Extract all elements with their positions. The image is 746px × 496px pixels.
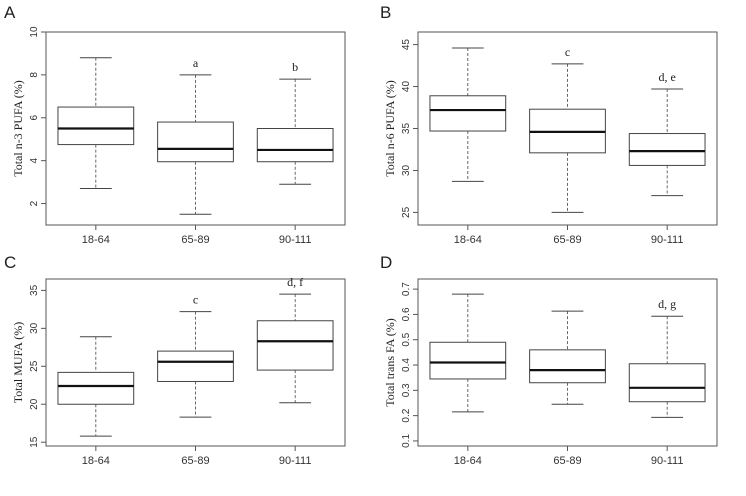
box-65-89: a <box>157 56 234 215</box>
box-65-89 <box>529 310 606 405</box>
y-tick-label: 0.2 <box>401 408 412 422</box>
y-tick-label: 40 <box>401 81 412 93</box>
significance-label: d, e <box>659 70 676 84</box>
y-tick-label: 10 <box>29 26 40 38</box>
x-category-label: 18-64 <box>82 234 110 246</box>
y-axis-label: Total n-6 PUFA (%) <box>383 80 397 177</box>
y-axis-label: Total n-3 PUFA (%) <box>11 80 25 177</box>
panel-d: D 0.1 0.2 0.3 0.4 0.5 0.6 0.7 Total trans FA (%)… <box>380 253 718 467</box>
iqr-box <box>57 371 135 405</box>
y-axis-label: Total MUFA (%) <box>11 322 25 404</box>
panel-letter: C <box>4 253 16 272</box>
panel-a: A 2 4 6 8 10 Total n-3 PUFA (%) 18-64 a 65-89 b 90-… <box>4 3 346 246</box>
y-tick-label: 20 <box>29 398 40 410</box>
x-category-label: 65-89 <box>553 234 581 246</box>
y-tick-label: 35 <box>29 284 40 296</box>
panel-b: B 25 30 35 40 45 Total n-6 PUFA (%) 18-64 c 65-89… <box>380 3 718 246</box>
y-tick-label: 45 <box>401 39 412 51</box>
y-tick-label: 15 <box>29 436 40 448</box>
significance-label: c <box>565 45 570 59</box>
y-axis-label: Total trans FA (%) <box>383 318 397 407</box>
x-category-label: 90-111 <box>651 234 684 246</box>
x-category-label: 65-89 <box>553 455 581 467</box>
y-tick-label: 8 <box>29 72 40 78</box>
iqr-box <box>157 350 234 382</box>
y-tick-label: 6 <box>29 115 40 121</box>
iqr-box <box>429 95 507 132</box>
significance-label: d, f <box>287 275 303 289</box>
iqr-box <box>256 320 334 371</box>
y-tick-label: 4 <box>29 157 40 163</box>
x-category-label: 90-111 <box>279 455 312 467</box>
iqr-box <box>628 133 706 166</box>
y-tick-label: 25 <box>29 360 40 372</box>
y-tick-label: 30 <box>29 322 40 334</box>
box-90-111: b <box>256 60 334 185</box>
significance-label: a <box>193 56 199 70</box>
panel-c: C 15 20 25 30 35 Total MUFA (%) 18-64 c 65-89 d, f… <box>4 253 346 467</box>
significance-label: b <box>292 60 298 74</box>
significance-label: d, g <box>658 297 676 311</box>
y-tick-label: 0.4 <box>401 358 412 372</box>
box-90-111: d, g <box>628 297 706 418</box>
y-tick-label: 25 <box>401 206 412 218</box>
x-category-label: 18-64 <box>82 455 110 467</box>
box-18-64 <box>57 57 135 190</box>
x-category-label: 18-64 <box>454 455 482 467</box>
y-tick-label: 0.1 <box>401 434 412 448</box>
y-tick-label: 0.5 <box>401 332 412 346</box>
y-tick-label: 35 <box>401 123 412 135</box>
significance-label: c <box>193 293 198 307</box>
y-tick-label: 0.7 <box>401 282 412 296</box>
box-65-89: c <box>529 45 606 213</box>
x-category-label: 90-111 <box>279 234 312 246</box>
box-65-89: c <box>157 293 234 418</box>
box-90-111: d, f <box>256 275 334 404</box>
iqr-box <box>628 363 706 403</box>
box-18-64 <box>57 336 135 437</box>
y-tick-label: 0.6 <box>401 307 412 321</box>
iqr-box <box>529 349 606 384</box>
iqr-box <box>429 341 507 380</box>
box-90-111: d, e <box>628 70 706 197</box>
x-category-label: 18-64 <box>454 234 482 246</box>
y-tick-label: 2 <box>29 200 40 206</box>
panel-letter: A <box>4 3 16 22</box>
box-18-64 <box>429 293 507 413</box>
x-category-label: 65-89 <box>181 455 209 467</box>
y-tick-label: 0.3 <box>401 383 412 397</box>
y-tick-label: 30 <box>401 164 412 176</box>
panel-letter: B <box>380 3 391 22</box>
x-category-label: 90-111 <box>651 455 684 467</box>
box-18-64 <box>429 47 507 182</box>
x-category-label: 65-89 <box>181 234 209 246</box>
iqr-box <box>157 121 234 163</box>
iqr-box <box>256 128 334 163</box>
iqr-box <box>57 106 135 146</box>
panel-letter: D <box>380 253 392 272</box>
